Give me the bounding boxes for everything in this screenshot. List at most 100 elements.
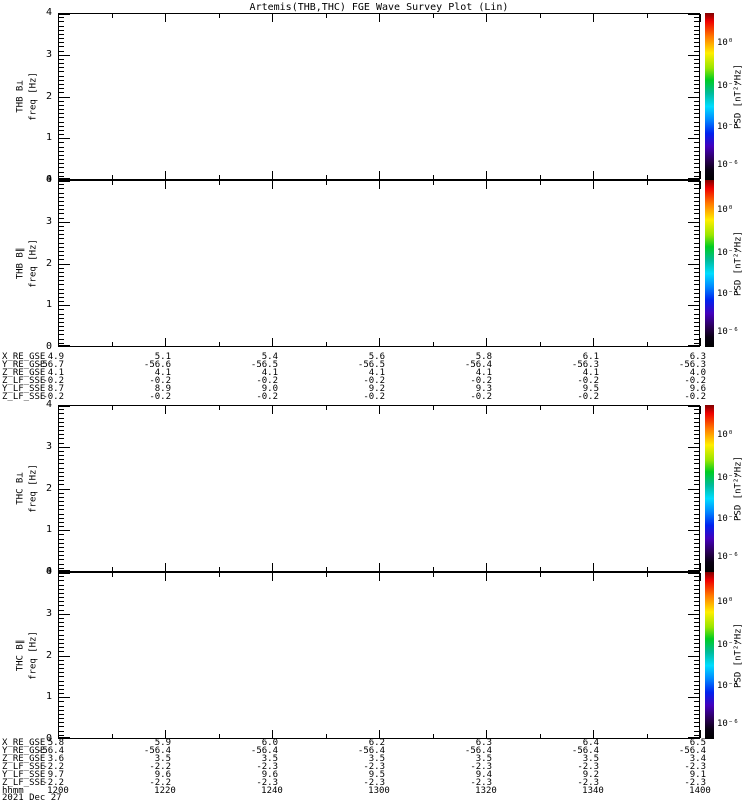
y-tick bbox=[694, 731, 699, 732]
y-tick bbox=[59, 42, 64, 43]
y-tick bbox=[59, 409, 64, 410]
var-value: -56.4 bbox=[36, 746, 64, 756]
var-value: -56.3 bbox=[571, 360, 599, 370]
y-tick bbox=[694, 430, 699, 431]
y-tick bbox=[694, 514, 699, 515]
y-tick-label: 4 bbox=[45, 399, 52, 410]
y-tick bbox=[59, 601, 64, 602]
y-tick bbox=[694, 109, 699, 110]
y-tick bbox=[59, 418, 64, 419]
y-tick bbox=[694, 46, 699, 47]
y-tick bbox=[694, 643, 699, 644]
y-tick bbox=[694, 438, 699, 439]
y-tick bbox=[59, 230, 64, 231]
var-value: 4.1 bbox=[475, 368, 492, 378]
y-tick bbox=[688, 138, 699, 139]
y-tick bbox=[59, 138, 70, 139]
var-value: -0.2 bbox=[363, 392, 385, 402]
var-value: 5.1 bbox=[154, 352, 171, 362]
x-tick bbox=[58, 181, 59, 189]
y-tick bbox=[59, 142, 64, 143]
y-tick bbox=[59, 209, 64, 210]
var-value: 9.5 bbox=[368, 770, 385, 780]
y-tick bbox=[688, 406, 699, 407]
var-value: -56.7 bbox=[36, 360, 64, 370]
y-tick-label: 0 bbox=[45, 566, 52, 577]
x-tick bbox=[379, 563, 380, 571]
y-tick bbox=[694, 484, 699, 485]
y-tick bbox=[59, 480, 64, 481]
var-value: 9.1 bbox=[689, 770, 706, 780]
y-tick bbox=[59, 101, 64, 102]
var-value: -2.3 bbox=[577, 762, 599, 772]
x-tick bbox=[593, 406, 594, 414]
y-tick bbox=[694, 418, 699, 419]
y-tick bbox=[59, 234, 64, 235]
y-tick bbox=[694, 59, 699, 60]
y-tick bbox=[59, 301, 64, 302]
y-tick bbox=[59, 605, 64, 606]
var-label: X_RE_GSE bbox=[2, 352, 46, 362]
y-tick bbox=[688, 181, 699, 182]
x-tick bbox=[700, 14, 701, 22]
x-tick bbox=[165, 730, 166, 738]
x-minor-tick bbox=[433, 342, 434, 346]
y-tick bbox=[59, 489, 70, 490]
y-tick bbox=[694, 339, 699, 340]
y-tick-label: 0 bbox=[45, 341, 52, 352]
y-tick bbox=[688, 570, 699, 571]
y-tick bbox=[59, 339, 64, 340]
x-tick bbox=[486, 730, 487, 738]
y-tick bbox=[59, 305, 70, 306]
y-tick bbox=[694, 167, 699, 168]
var-label: Z_LF_SSE bbox=[2, 762, 46, 772]
y-tick bbox=[694, 647, 699, 648]
y-tick bbox=[694, 226, 699, 227]
y-tick bbox=[694, 272, 699, 273]
x-tick bbox=[58, 730, 59, 738]
y-tick bbox=[59, 184, 64, 185]
y-tick bbox=[59, 626, 64, 627]
y-tick bbox=[694, 147, 699, 148]
var-value: -2.3 bbox=[256, 762, 278, 772]
y-tick bbox=[688, 14, 699, 15]
x-tick bbox=[700, 563, 701, 571]
y-tick bbox=[694, 209, 699, 210]
y-tick-label: 2 bbox=[45, 258, 52, 269]
y-tick bbox=[694, 230, 699, 231]
var-value: -0.2 bbox=[577, 376, 599, 386]
y-tick bbox=[59, 568, 64, 569]
y-tick bbox=[59, 697, 70, 698]
y-tick bbox=[59, 71, 64, 72]
x-tick bbox=[700, 406, 701, 414]
var-value: 4.0 bbox=[689, 368, 706, 378]
y-tick bbox=[688, 737, 699, 738]
y-tick bbox=[59, 255, 64, 256]
x-tick bbox=[272, 171, 273, 179]
y-tick bbox=[694, 205, 699, 206]
x-minor-tick bbox=[112, 181, 113, 185]
panel-ylabel: THB B∥ bbox=[15, 247, 26, 279]
y-tick bbox=[694, 289, 699, 290]
y-tick bbox=[59, 664, 64, 665]
y-tick bbox=[59, 430, 64, 431]
var-value: -0.2 bbox=[363, 376, 385, 386]
var-value: -0.2 bbox=[256, 376, 278, 386]
x-minor-tick bbox=[433, 573, 434, 577]
x-minor-tick bbox=[326, 573, 327, 577]
x-minor-tick bbox=[647, 14, 648, 18]
var-value: -0.2 bbox=[42, 376, 64, 386]
y-tick bbox=[59, 88, 64, 89]
x-tick bbox=[486, 338, 487, 346]
x-tick bbox=[272, 730, 273, 738]
colorbar-tick-label: 10⁻⁶ bbox=[717, 160, 739, 170]
y-tick bbox=[694, 314, 699, 315]
y-tick bbox=[59, 280, 64, 281]
y-tick bbox=[694, 422, 699, 423]
y-tick bbox=[694, 547, 699, 548]
y-tick bbox=[59, 573, 70, 574]
time-tick-label: 1220 bbox=[154, 786, 176, 796]
y-tick bbox=[694, 426, 699, 427]
psd-colorbar bbox=[705, 405, 714, 572]
y-tick bbox=[59, 46, 64, 47]
